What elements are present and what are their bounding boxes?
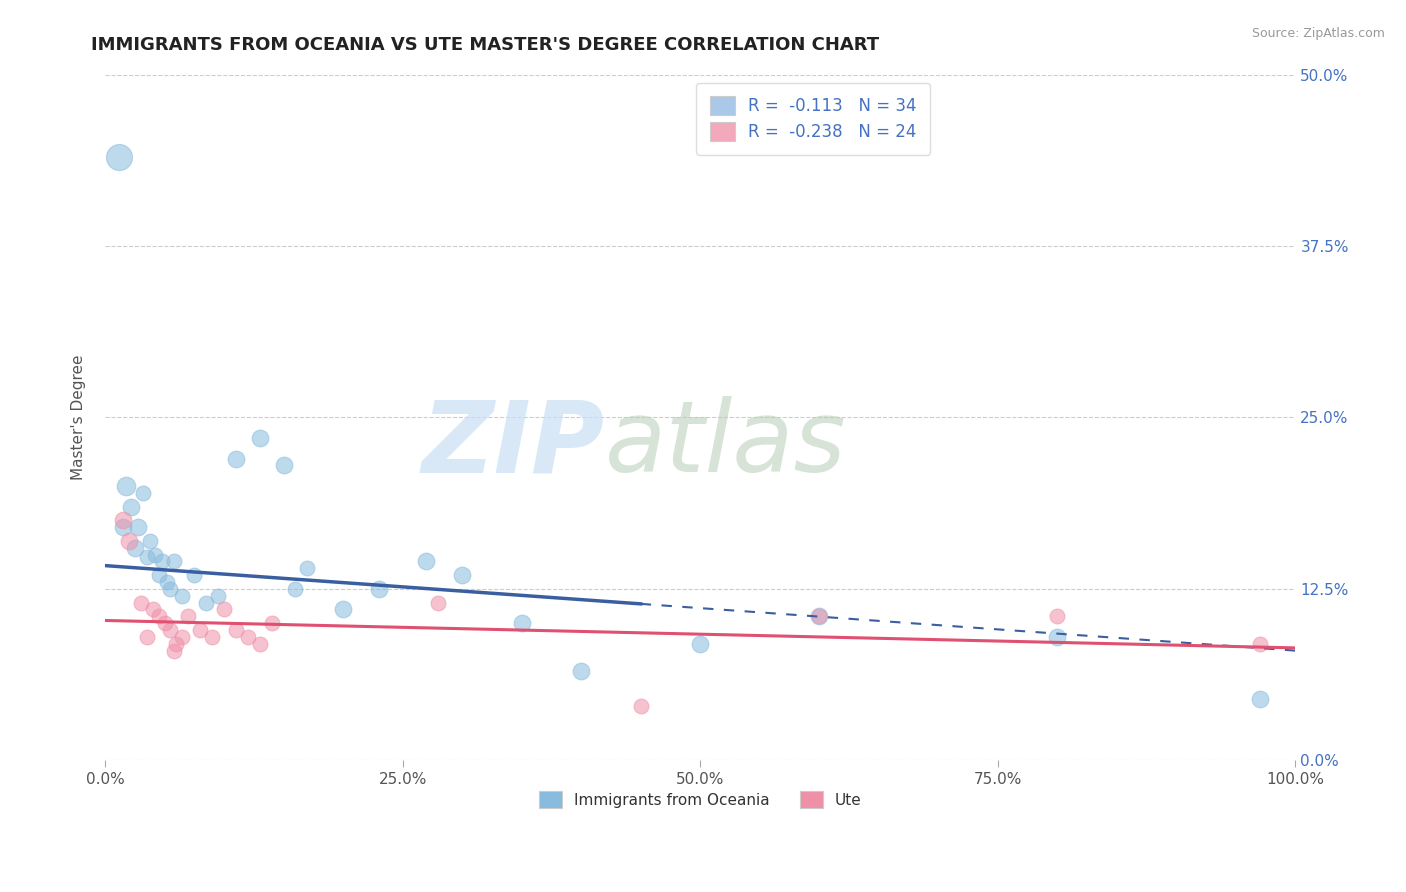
- Text: ZIP: ZIP: [422, 396, 605, 493]
- Point: [143, 548, 166, 562]
- Point: [569, 664, 592, 678]
- Point: [1046, 630, 1069, 644]
- Point: [163, 643, 186, 657]
- Point: [108, 150, 131, 164]
- Point: [165, 637, 187, 651]
- Text: Source: ZipAtlas.com: Source: ZipAtlas.com: [1251, 27, 1385, 40]
- Point: [183, 568, 205, 582]
- Point: [111, 520, 134, 534]
- Point: [249, 637, 271, 651]
- Point: [273, 458, 295, 473]
- Point: [225, 623, 247, 637]
- Point: [249, 431, 271, 445]
- Point: [153, 616, 176, 631]
- Point: [808, 609, 831, 624]
- Point: [132, 486, 155, 500]
- Text: atlas: atlas: [605, 396, 846, 493]
- Point: [1249, 637, 1271, 651]
- Point: [451, 568, 474, 582]
- Point: [689, 637, 711, 651]
- Point: [207, 589, 229, 603]
- Point: [172, 589, 194, 603]
- Point: [1249, 691, 1271, 706]
- Point: [142, 602, 165, 616]
- Point: [148, 568, 170, 582]
- Point: [201, 630, 224, 644]
- Point: [139, 533, 162, 548]
- Point: [260, 616, 283, 631]
- Point: [1046, 609, 1069, 624]
- Point: [284, 582, 307, 596]
- Point: [135, 630, 157, 644]
- Point: [195, 596, 218, 610]
- Point: [156, 575, 179, 590]
- Legend: Immigrants from Oceania, Ute: Immigrants from Oceania, Ute: [533, 785, 868, 814]
- Point: [188, 623, 211, 637]
- Point: [808, 609, 831, 624]
- Point: [115, 479, 138, 493]
- Point: [415, 554, 437, 568]
- Point: [124, 541, 146, 555]
- Point: [163, 554, 186, 568]
- Point: [630, 698, 652, 713]
- Point: [236, 630, 259, 644]
- Text: IMMIGRANTS FROM OCEANIA VS UTE MASTER'S DEGREE CORRELATION CHART: IMMIGRANTS FROM OCEANIA VS UTE MASTER'S …: [91, 36, 880, 54]
- Point: [159, 582, 181, 596]
- Point: [127, 520, 149, 534]
- Point: [427, 596, 450, 610]
- Point: [150, 554, 173, 568]
- Point: [118, 533, 141, 548]
- Point: [120, 500, 142, 514]
- Point: [148, 609, 170, 624]
- Point: [367, 582, 389, 596]
- Point: [510, 616, 533, 631]
- Point: [172, 630, 194, 644]
- Point: [159, 623, 181, 637]
- Point: [135, 550, 157, 565]
- Point: [225, 451, 247, 466]
- Point: [212, 602, 235, 616]
- Point: [332, 602, 354, 616]
- Point: [129, 596, 152, 610]
- Point: [111, 513, 134, 527]
- Point: [177, 609, 200, 624]
- Point: [297, 561, 319, 575]
- Y-axis label: Master's Degree: Master's Degree: [72, 355, 86, 480]
